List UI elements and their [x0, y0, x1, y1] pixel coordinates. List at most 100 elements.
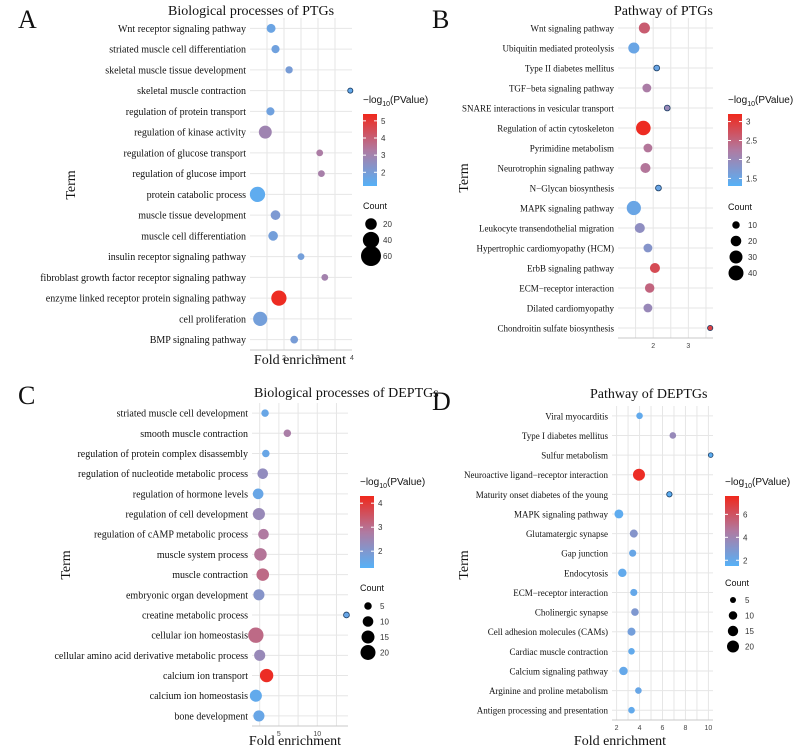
color-legend-label: 2: [743, 556, 748, 565]
size-legend-label: 60: [383, 252, 392, 261]
x-tick-label: 3: [686, 343, 690, 350]
term-label: Regulation of actin cytoskeleton: [497, 124, 614, 134]
term-label: regulation of glucose import: [132, 169, 246, 180]
size-legend-dot: [362, 231, 380, 249]
data-point: [256, 568, 270, 581]
x-axis-title: Fold enrichment: [249, 734, 341, 749]
color-legend-label: 4: [381, 134, 386, 143]
term-label: muscle system process: [157, 550, 248, 561]
size-legend-label: 15: [745, 627, 754, 636]
color-legend-label: 2: [746, 155, 751, 164]
term-label: insulin receptor signaling pathway: [108, 252, 246, 263]
data-point: [317, 170, 325, 178]
panel-title: Pathway of DEPTGs: [590, 387, 707, 402]
term-label: Leukocyte transendothelial migration: [479, 224, 614, 234]
y-axis-title: Term: [59, 550, 74, 579]
term-label: Wnt signaling pathway: [531, 24, 615, 34]
term-label: regulation of protein transport: [126, 107, 246, 118]
term-label: Cardiac muscle contraction: [510, 647, 609, 657]
data-point: [254, 548, 267, 561]
x-axis-title: Fold enrichment: [574, 734, 666, 749]
size-legend-dot: [728, 611, 738, 620]
term-label: Ubiquitin mediated proteolysis: [503, 44, 615, 54]
data-point: [249, 186, 266, 203]
size-legend-title: Count: [725, 578, 750, 588]
term-label: muscle tissue development: [138, 211, 246, 222]
data-point: [257, 468, 269, 479]
size-legend-dot: [362, 616, 374, 627]
panel-c: C Biological processes of DEPTGs 5 10 striat…: [18, 381, 439, 749]
data-point: [253, 589, 265, 601]
size-legend-label: 10: [380, 618, 389, 627]
data-point: [252, 507, 265, 521]
term-label: MAPK signaling pathway: [520, 204, 614, 214]
term-label: cellular ion homeostasis: [151, 631, 248, 642]
data-point: [619, 666, 628, 676]
term-label: regulation of protein complex disassembl…: [77, 449, 248, 460]
data-point: [253, 311, 268, 326]
data-point: [635, 687, 642, 694]
data-point: [266, 23, 276, 33]
color-legend-bar: [725, 496, 739, 566]
term-label: Arginine and proline metabolism: [489, 686, 608, 696]
data-point: [321, 273, 329, 281]
data-point: [642, 83, 652, 93]
term-label: Neurotrophin signaling pathway: [498, 164, 615, 174]
x-tick-label: 2: [615, 725, 619, 732]
x-tick-label: 4: [350, 355, 354, 362]
color-legend-bar: [363, 114, 377, 186]
data-point: [643, 143, 653, 153]
size-legend-dot: [360, 645, 376, 660]
term-label: MAPK signaling pathway: [514, 509, 608, 519]
size-legend-dot: [732, 221, 740, 229]
size-legend-dot: [730, 235, 742, 247]
size-legend-dot: [730, 597, 736, 603]
term-label: BMP signaling pathway: [150, 335, 246, 346]
term-label: Sulfur metabolism: [541, 451, 608, 461]
size-legend-label: 15: [380, 633, 389, 642]
term-label: SNARE interactions in vesicular transpor…: [462, 104, 614, 114]
term-label: Hypertrophic cardiomyopathy (HCM): [477, 244, 614, 254]
size-legend-label: 20: [745, 643, 754, 652]
term-label: regulation of kinase activity: [134, 128, 246, 139]
term-label: smooth muscle contraction: [140, 429, 248, 440]
x-tick-label: 10: [705, 725, 713, 732]
size-legend-title: Count: [360, 583, 385, 593]
term-label: Maturity onset diabetes of the young: [476, 490, 609, 500]
panel-letter: B: [432, 5, 449, 34]
panel-d: D Pathway of DEPTGs 2 4 6 8 10 Viral myocarditi…: [432, 387, 790, 749]
data-point: [259, 668, 274, 683]
data-point: [627, 627, 636, 636]
color-legend-label: 2: [378, 547, 383, 556]
data-point: [634, 222, 645, 234]
data-point: [636, 120, 651, 136]
size-legend-label: 10: [748, 221, 757, 230]
term-label: Antigen processing and presentation: [477, 706, 609, 716]
term-label: Gap junction: [561, 549, 608, 559]
data-point: [262, 449, 270, 458]
term-label: Viral myocarditis: [545, 411, 608, 421]
term-label: Dilated cardiomyopathy: [527, 304, 615, 314]
term-label: ErbB signaling pathway: [527, 264, 614, 274]
color-legend-label: 1.5: [746, 174, 758, 183]
data-point: [270, 210, 281, 220]
data-point: [254, 649, 266, 661]
color-legend-label: 5: [381, 117, 386, 126]
size-legend-label: 20: [380, 649, 389, 658]
size-legend-label: 5: [380, 602, 385, 611]
size-legend-dot: [361, 630, 375, 644]
data-point: [268, 231, 278, 241]
data-point: [253, 710, 265, 722]
term-label: muscle cell differentiation: [141, 231, 246, 242]
grid: [612, 406, 713, 720]
size-legend-title: Count: [728, 202, 753, 212]
x-axis-title: Fold enrichment: [254, 353, 346, 368]
term-label: N−Glycan biosynthesis: [530, 184, 615, 194]
color-legend-label: 2.5: [746, 137, 758, 146]
grid: [618, 18, 713, 338]
color-legend-bar: [360, 496, 374, 568]
x-tick-label: 5: [277, 731, 281, 738]
term-label: Chondroitin sulfate biosynthesis: [498, 324, 615, 334]
